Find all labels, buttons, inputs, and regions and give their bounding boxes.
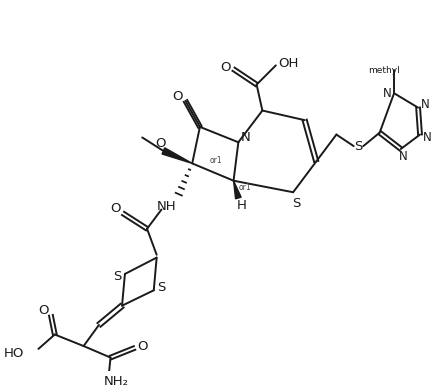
Text: or1: or1 xyxy=(210,156,222,165)
Text: methyl: methyl xyxy=(369,66,400,74)
Text: N: N xyxy=(420,98,429,111)
Text: N: N xyxy=(241,131,251,144)
Text: OH: OH xyxy=(278,57,298,70)
Polygon shape xyxy=(162,148,192,163)
Text: O: O xyxy=(155,137,166,150)
Text: O: O xyxy=(173,90,183,103)
Text: HO: HO xyxy=(4,347,24,360)
Text: O: O xyxy=(221,61,231,74)
Text: O: O xyxy=(38,304,48,317)
Text: NH: NH xyxy=(156,200,176,213)
Text: S: S xyxy=(113,270,121,283)
Text: N: N xyxy=(422,131,431,144)
Text: S: S xyxy=(157,281,166,294)
Text: O: O xyxy=(137,340,147,352)
Text: N: N xyxy=(399,150,408,163)
Text: S: S xyxy=(292,197,300,210)
Text: O: O xyxy=(110,202,121,215)
Polygon shape xyxy=(234,181,241,199)
Text: N: N xyxy=(383,87,392,100)
Text: or1: or1 xyxy=(239,183,251,192)
Text: H: H xyxy=(236,199,246,212)
Text: NH₂: NH₂ xyxy=(104,375,129,386)
Text: S: S xyxy=(354,140,363,152)
